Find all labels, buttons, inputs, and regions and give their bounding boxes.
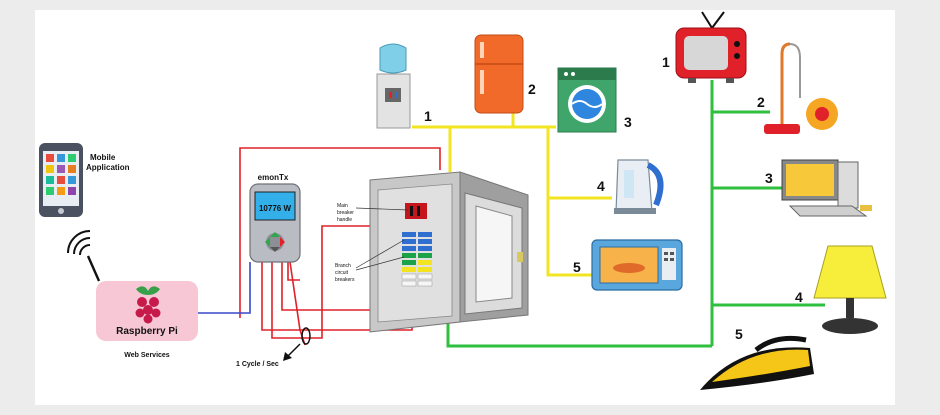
emontx-device — [249, 183, 301, 263]
yellow-circuit-wires — [412, 110, 612, 277]
emontx-title: emonTx — [258, 173, 289, 182]
yellow-number-4: 4 — [597, 178, 605, 194]
main-breaker-label-line3: handle — [337, 217, 352, 223]
emontx-display-reading: 10776 W — [259, 204, 291, 213]
green-number-2: 2 — [757, 94, 765, 110]
green-number-1: 1 — [662, 54, 670, 70]
yellow-number-2: 2 — [528, 81, 536, 97]
green-circuit-wires — [446, 80, 825, 348]
green-number-5: 5 — [735, 326, 743, 342]
yellow-number-5: 5 — [573, 259, 581, 275]
water-dispenser-icon — [376, 43, 411, 129]
green-number-3: 3 — [765, 170, 773, 186]
yellow-number-3: 3 — [624, 114, 632, 130]
vacuum-cleaner-icon — [764, 42, 838, 134]
refrigerator-icon — [474, 34, 524, 114]
branch-breaker-label-line1: Branch — [335, 263, 351, 269]
mobile-phone-icon — [39, 143, 83, 217]
blue-data-wire — [198, 262, 251, 314]
branch-breaker-label-line2: circuit — [335, 270, 349, 276]
electric-kettle-icon — [614, 159, 664, 214]
green-number-4: 4 — [795, 289, 803, 305]
web-services-label: Web Services — [124, 352, 170, 359]
main-breaker-label-line1: Main — [337, 203, 348, 209]
television-icon — [675, 11, 747, 83]
current-sensor-icon — [301, 327, 311, 345]
raspberry-pi-label: Raspberry Pi — [116, 326, 178, 337]
clothes-iron-icon — [700, 335, 814, 390]
panel-callout-lines — [355, 207, 409, 271]
mobile-label-line1: Mobile — [90, 153, 116, 162]
breaker-panel — [369, 171, 529, 333]
table-lamp-icon — [813, 245, 887, 334]
branch-breaker-label-line3: breakers — [335, 277, 355, 283]
wifi-icon — [67, 230, 101, 282]
mobile-label-line2: Application — [86, 163, 130, 172]
yellow-number-1: 1 — [424, 108, 432, 124]
microwave-oven-icon — [591, 239, 683, 291]
sampling-rate-label: 1 Cycle / Sec — [236, 361, 279, 368]
desktop-computer-icon — [781, 159, 872, 217]
raspberry-pi-logo-icon — [135, 286, 161, 324]
washing-machine-icon — [557, 67, 617, 133]
branch-breakers — [401, 232, 433, 287]
arrow-icon — [283, 343, 301, 361]
main-breaker-label-line2: breaker — [337, 210, 354, 216]
